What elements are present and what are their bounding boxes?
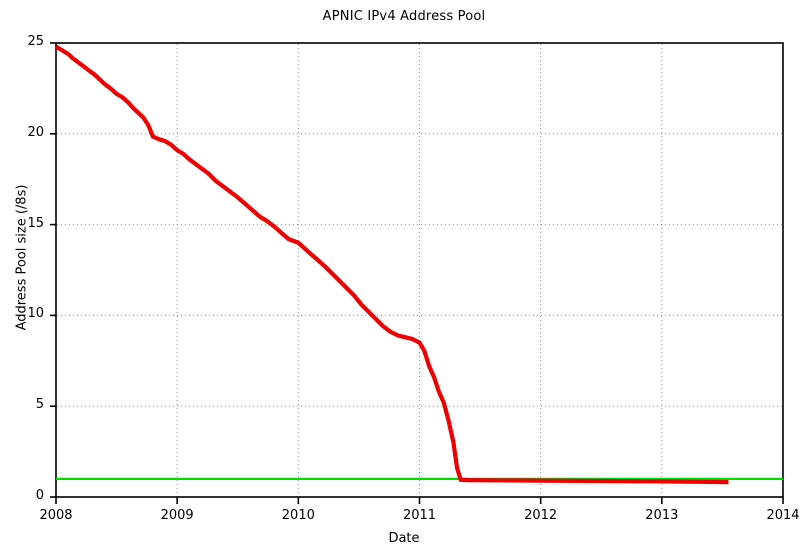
x-tick-label: 2011 bbox=[402, 508, 437, 523]
x-tick-label: 2010 bbox=[281, 508, 315, 523]
y-tick-label: 10 bbox=[27, 306, 44, 322]
y-tick-label: 5 bbox=[35, 397, 44, 413]
x-tick-label: 2009 bbox=[160, 508, 194, 523]
x-tick-label: 2008 bbox=[39, 508, 73, 523]
plot-frame bbox=[55, 42, 784, 498]
y-tick-label: 15 bbox=[27, 215, 44, 231]
gridlines bbox=[57, 44, 782, 496]
x-tick-label: 2014 bbox=[766, 508, 800, 523]
x-axis-label: Date bbox=[388, 531, 420, 546]
y-tick-label: 0 bbox=[35, 488, 44, 503]
x-tick-label: 2012 bbox=[524, 508, 558, 523]
chart-title: APNIC IPv4 Address Pool bbox=[322, 9, 486, 24]
axis-ticks bbox=[50, 42, 784, 504]
data-series-layer bbox=[54, 44, 783, 485]
y-tick-label: 25 bbox=[27, 34, 44, 49]
y-tick-label: 20 bbox=[27, 124, 44, 140]
pool-size-line bbox=[54, 44, 729, 485]
x-tick-label: 2013 bbox=[645, 508, 679, 523]
